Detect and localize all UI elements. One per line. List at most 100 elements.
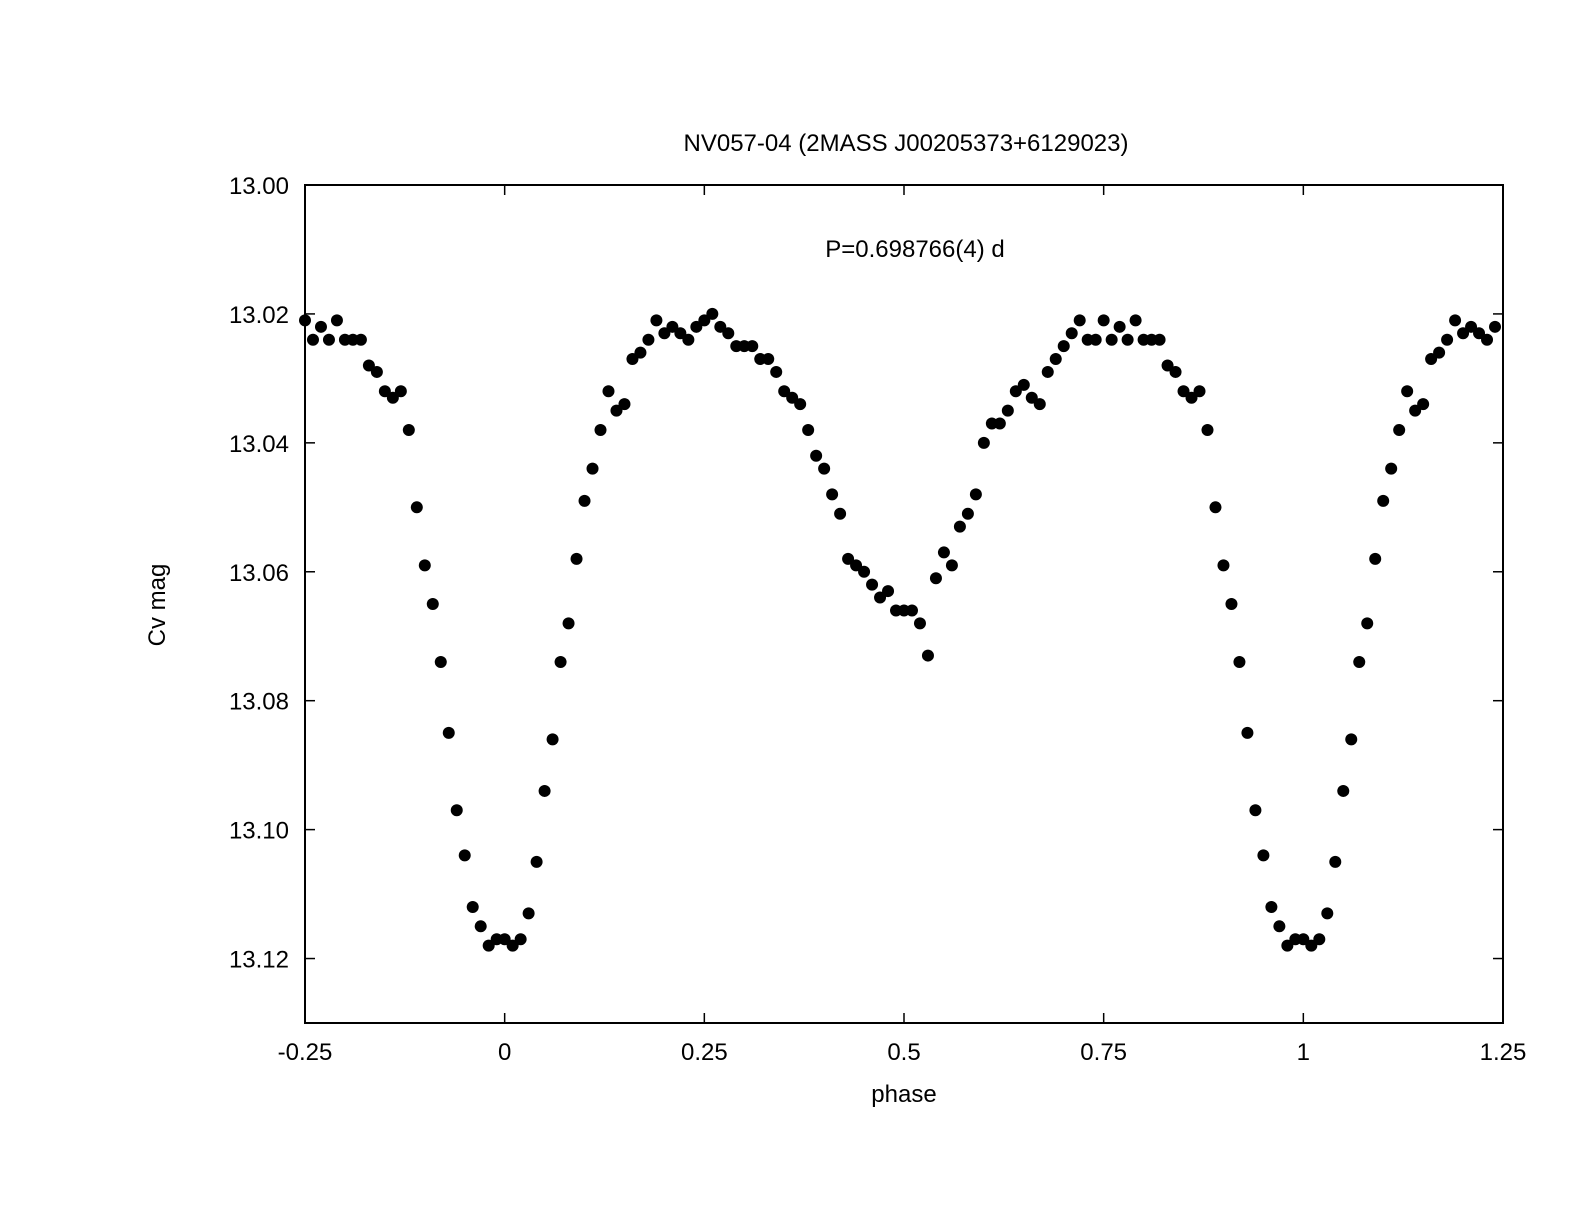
data-point-40 — [618, 398, 631, 411]
data-point-111 — [1185, 391, 1198, 404]
x-tick-label: -0.25 — [278, 1039, 333, 1066]
data-point-58 — [762, 353, 775, 366]
data-point-120 — [1257, 849, 1270, 862]
data-point-42 — [634, 346, 647, 359]
data-point-53 — [722, 327, 735, 340]
data-point-3 — [322, 333, 335, 346]
data-point-38 — [602, 385, 615, 398]
data-point-32 — [554, 656, 567, 669]
data-point-118 — [1241, 726, 1254, 739]
period-annotation: P=0.698766(4) d — [825, 236, 1004, 263]
data-point-9 — [370, 365, 383, 378]
data-point-137 — [1393, 423, 1406, 436]
y-tick-label: 13.06 — [229, 560, 289, 587]
data-point-134 — [1369, 552, 1382, 565]
data-point-143 — [1441, 333, 1454, 346]
data-point-90 — [1017, 378, 1030, 391]
data-point-25 — [498, 933, 511, 946]
data-point-67 — [834, 507, 847, 520]
data-point-108 — [1161, 359, 1174, 372]
data-point-132 — [1353, 656, 1366, 669]
data-point-62 — [794, 398, 807, 411]
axis-ticks: -0.25 0 0.25 0.5 0.75 1 1.25 13.00 13.02 13.04 13.… — [229, 173, 1526, 1066]
data-point-104 — [1129, 314, 1142, 327]
data-point-116 — [1225, 598, 1238, 610]
data-point-7 — [354, 333, 367, 346]
data-point-45 — [658, 327, 671, 340]
data-point-112 — [1193, 385, 1206, 398]
data-point-91 — [1025, 391, 1038, 404]
data-point-61 — [786, 391, 799, 404]
data-point-130 — [1337, 784, 1350, 797]
data-point-140 — [1417, 398, 1430, 411]
data-point-20 — [458, 849, 471, 862]
data-point-14 — [410, 501, 423, 514]
data-point-148 — [1481, 333, 1494, 346]
data-point-126 — [1305, 939, 1318, 952]
data-point-36 — [586, 462, 599, 475]
data-point-102 — [1113, 320, 1126, 333]
data-point-30 — [538, 784, 551, 797]
data-point-114 — [1209, 501, 1222, 514]
y-tick-label: 13.00 — [229, 173, 289, 200]
data-point-119 — [1249, 804, 1262, 817]
data-point-110 — [1177, 385, 1190, 398]
data-point-2 — [314, 320, 327, 333]
data-point-142 — [1433, 346, 1446, 359]
y-tick-label: 13.04 — [229, 431, 289, 458]
data-point-66 — [826, 488, 839, 501]
data-point-59 — [770, 365, 783, 378]
data-point-99 — [1089, 333, 1102, 346]
data-point-85 — [977, 436, 990, 449]
data-point-17 — [434, 656, 447, 669]
data-point-51 — [706, 307, 719, 320]
data-point-49 — [690, 320, 703, 333]
data-point-44 — [650, 314, 663, 327]
data-point-76 — [905, 604, 918, 617]
data-point-21 — [466, 900, 479, 913]
data-point-34 — [570, 552, 583, 565]
data-point-72 — [874, 591, 887, 604]
data-point-128 — [1321, 907, 1334, 920]
x-tick-label: 0.25 — [681, 1039, 728, 1066]
data-point-22 — [474, 920, 487, 933]
data-point-19 — [450, 804, 463, 817]
y-tick-label: 13.12 — [229, 947, 289, 974]
data-point-63 — [802, 423, 815, 436]
data-point-23 — [482, 939, 495, 952]
data-point-113 — [1201, 423, 1214, 436]
data-point-138 — [1401, 385, 1414, 398]
y-axis-label: Cv mag — [144, 564, 171, 647]
data-point-69 — [850, 559, 863, 572]
y-tick-label: 13.08 — [229, 689, 289, 716]
data-point-33 — [562, 617, 575, 630]
data-point-84 — [969, 488, 982, 501]
data-point-68 — [842, 552, 855, 565]
data-point-95 — [1057, 340, 1070, 353]
x-axis-label: phase — [871, 1081, 936, 1108]
data-points — [299, 307, 1502, 952]
data-point-125 — [1297, 933, 1310, 946]
data-point-89 — [1009, 385, 1022, 398]
data-point-73 — [882, 585, 895, 598]
data-point-115 — [1217, 559, 1230, 572]
data-point-26 — [506, 939, 519, 952]
data-point-60 — [778, 385, 791, 398]
data-point-11 — [386, 391, 399, 404]
data-point-81 — [945, 559, 958, 572]
data-point-29 — [530, 855, 543, 868]
x-tick-label: 1.25 — [1480, 1039, 1527, 1066]
plot-frame — [304, 184, 1504, 1024]
data-point-37 — [594, 423, 607, 436]
data-point-101 — [1105, 333, 1118, 346]
data-point-88 — [1001, 404, 1014, 417]
data-point-47 — [674, 327, 687, 340]
data-point-71 — [866, 578, 879, 591]
data-point-80 — [937, 546, 950, 559]
data-point-87 — [993, 417, 1006, 430]
data-point-127 — [1313, 933, 1326, 946]
data-point-4 — [330, 314, 343, 327]
data-point-70 — [858, 565, 871, 578]
data-point-18 — [442, 726, 455, 739]
